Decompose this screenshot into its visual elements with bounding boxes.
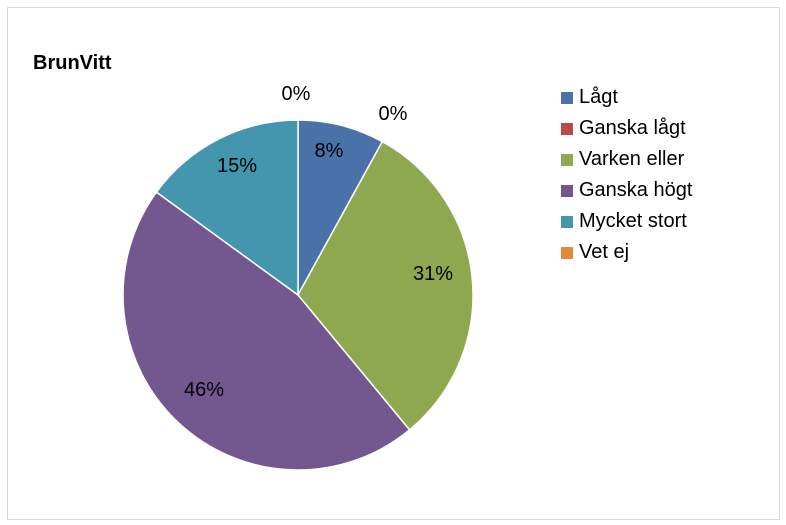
legend-swatch xyxy=(561,215,573,228)
pie-slice-ganska-högt xyxy=(122,191,411,471)
legend-label: Vet ej xyxy=(579,241,630,263)
data-label-varken-eller: 31% xyxy=(413,263,453,285)
legend-swatch xyxy=(561,153,573,166)
legend-swatch xyxy=(561,122,573,135)
legend-swatch xyxy=(561,91,573,104)
legend-label: Lågt xyxy=(579,86,618,108)
pie-slice-mycket-stort xyxy=(155,119,299,297)
pie-chart: 8% 0% 31% 46% 15% 0% xyxy=(122,83,474,471)
data-label-ganska-högt: 46% xyxy=(184,379,224,401)
legend-item-mycket-stort: Mycket stort xyxy=(561,206,692,237)
legend-swatch xyxy=(561,184,573,197)
legend-item-vet-ej: Vet ej xyxy=(561,237,692,268)
legend-label: Ganska högt xyxy=(579,179,693,201)
pie-slice-varken-eller xyxy=(297,140,474,431)
data-label-vet-ej: 0% xyxy=(282,83,311,105)
legend-label: Ganska lågt xyxy=(579,117,686,139)
data-label-lågt: 8% xyxy=(315,140,344,162)
legend-item-lågt: Lågt xyxy=(561,82,692,113)
legend-item-ganska-högt: Ganska högt xyxy=(561,175,692,206)
legend-swatch xyxy=(561,246,573,259)
legend-label: Varken eller xyxy=(579,148,685,170)
legend-item-varken-eller: Varken eller xyxy=(561,144,692,175)
legend: Lågt Ganska lågt Varken eller Ganska högt My… xyxy=(561,82,692,268)
legend-item-ganska-lågt: Ganska lågt xyxy=(561,113,692,144)
chart-title: BrunVitt xyxy=(33,52,112,74)
data-label-mycket-stort: 15% xyxy=(217,155,257,177)
chart-area: BrunVitt 8% 0% 31% 46% 15% 0% Lågt Ganska lågt… xyxy=(7,7,780,520)
data-label-ganska-lågt: 0% xyxy=(379,103,408,125)
legend-label: Mycket stort xyxy=(579,210,687,232)
